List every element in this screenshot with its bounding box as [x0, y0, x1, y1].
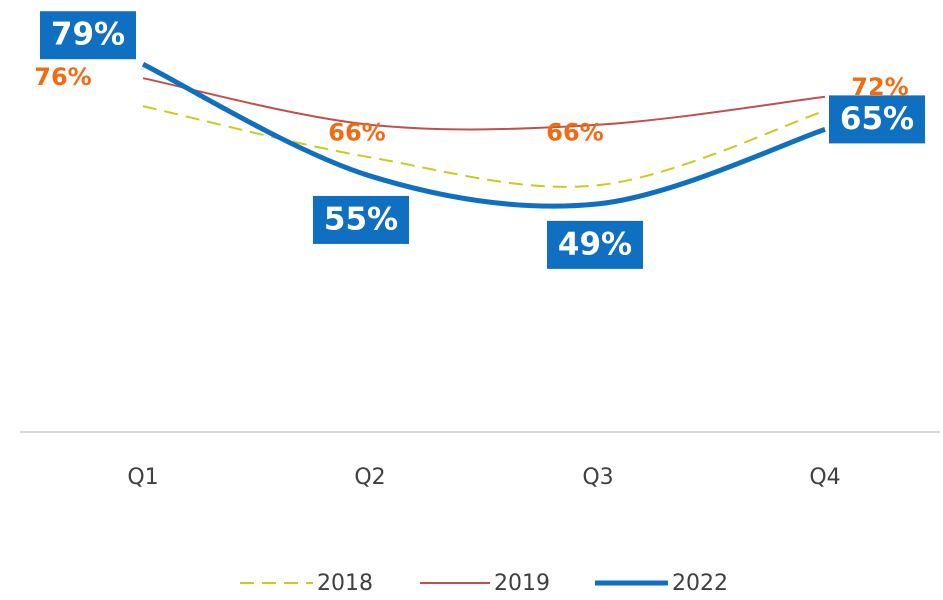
data-label-box	[829, 95, 925, 144]
data-label: 66%	[328, 119, 385, 147]
line-2019	[142, 77, 826, 131]
line-2022	[141, 61, 826, 209]
data-label: 49%	[558, 226, 632, 262]
data-label: 65%	[840, 101, 914, 137]
legend-label: 2022	[672, 571, 728, 596]
legend-label: 2018	[317, 571, 373, 596]
line-2018	[142, 105, 826, 188]
data-label-box	[40, 11, 136, 60]
x-tick-label: Q2	[354, 465, 385, 490]
data-label-box	[547, 220, 643, 269]
legend-label: 2019	[494, 571, 550, 596]
x-tick-label: Q1	[127, 465, 158, 490]
data-label: 55%	[324, 201, 398, 237]
data-label: 76%	[34, 63, 91, 91]
x-tick-label: Q3	[582, 465, 613, 490]
data-label-box	[313, 195, 409, 244]
data-label: 66%	[546, 119, 603, 147]
data-label: 79%	[51, 17, 125, 53]
x-tick-label: Q4	[809, 465, 840, 490]
